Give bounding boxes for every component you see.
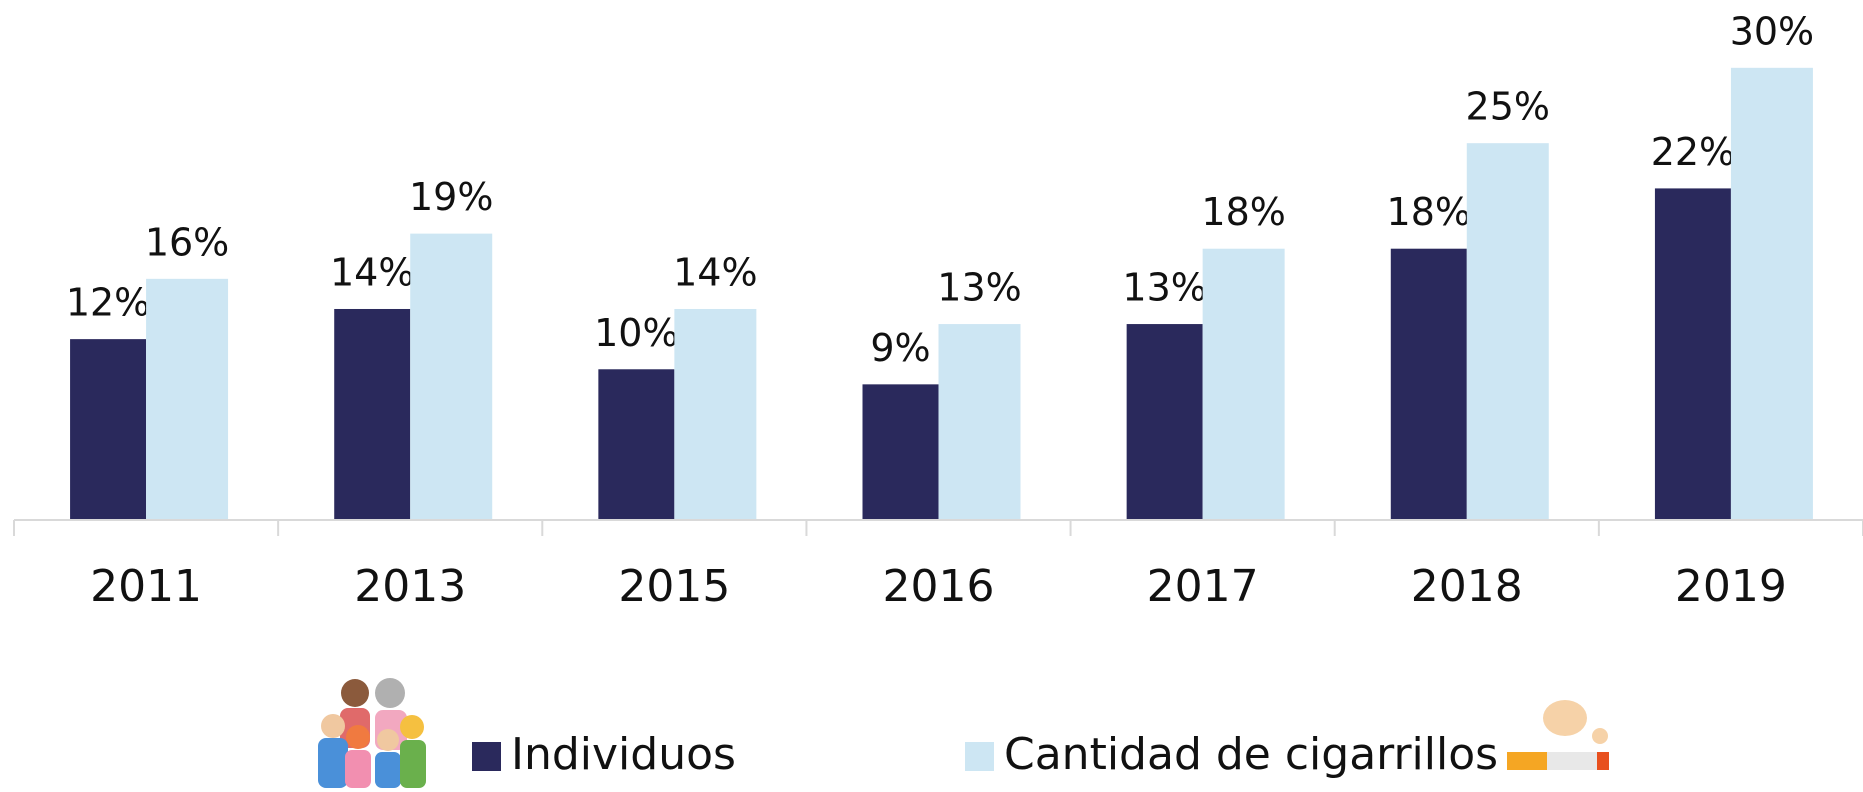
bar (1391, 249, 1467, 520)
bar (1203, 249, 1285, 520)
x-tick-label: 2018 (1411, 561, 1523, 612)
value-label: 19% (409, 175, 493, 219)
legend-swatch (965, 742, 994, 771)
cigarette-icon (1507, 700, 1609, 770)
value-label: 16% (145, 220, 229, 264)
family-icon (318, 678, 426, 788)
bar (598, 369, 674, 520)
value-label: 13% (937, 266, 1021, 310)
value-label: 14% (673, 250, 757, 294)
chart: 12%16%201114%19%201310%14%20159%13%20161… (0, 0, 1863, 792)
value-label: 9% (870, 326, 930, 370)
bar (1467, 143, 1549, 520)
bar (1127, 324, 1203, 520)
bar (334, 309, 410, 520)
bar (410, 234, 492, 520)
x-tick-label: 2015 (618, 561, 730, 612)
x-tick-label: 2013 (354, 561, 466, 612)
value-label: 14% (330, 250, 414, 294)
value-label: 18% (1387, 190, 1471, 234)
value-label: 22% (1651, 130, 1735, 174)
legend-label: Cantidad de cigarrillos (1004, 729, 1498, 780)
value-label: 12% (66, 281, 150, 325)
x-tick-label: 2017 (1147, 561, 1259, 612)
bar (1655, 188, 1731, 520)
bar (674, 309, 756, 520)
bar (863, 384, 939, 520)
bar (70, 339, 146, 520)
bar (939, 324, 1021, 520)
x-tick-label: 2019 (1675, 561, 1787, 612)
value-label: 25% (1466, 85, 1550, 129)
bar (1731, 68, 1813, 520)
x-tick-label: 2011 (90, 561, 202, 612)
value-label: 13% (1122, 266, 1206, 310)
x-tick-label: 2016 (883, 561, 995, 612)
bar (146, 279, 228, 520)
legend-label: Individuos (511, 729, 736, 780)
legend-swatch (472, 742, 501, 771)
value-label: 30% (1730, 9, 1814, 53)
value-label: 10% (594, 311, 678, 355)
value-label: 18% (1201, 190, 1285, 234)
